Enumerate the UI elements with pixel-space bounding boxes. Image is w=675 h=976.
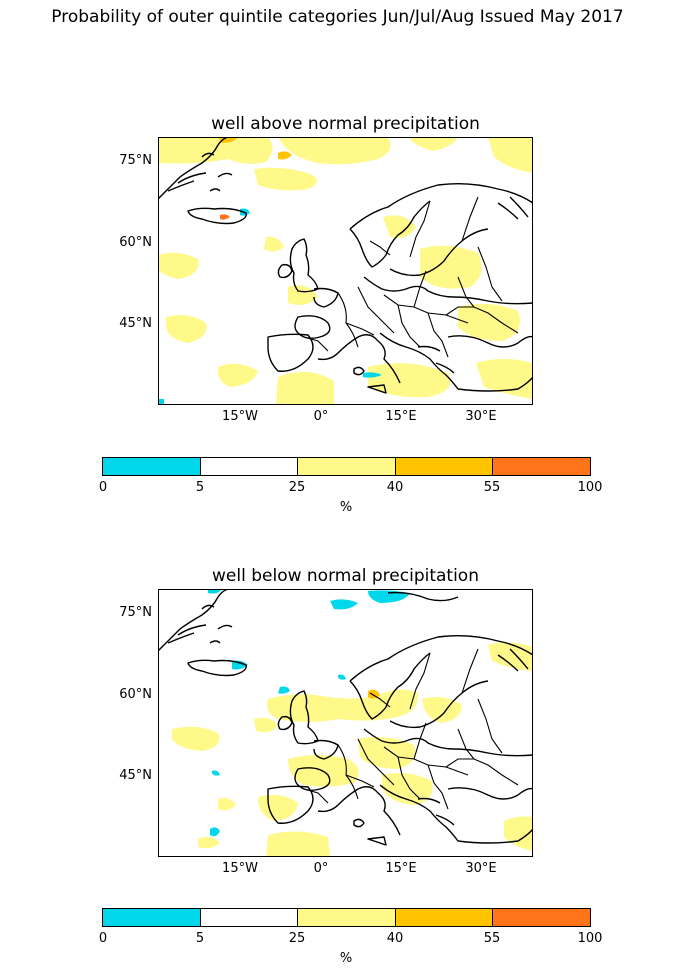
colorbar-tick-25: 25 [288,480,306,495]
lon-label-0-below: 0° [313,861,329,876]
colorbar-tick-5: 5 [195,480,205,495]
lat-label-75n: 75°N [119,153,152,168]
colorbar-bin-40-55 [394,458,493,475]
colorbar-bin-0-5 [103,909,200,926]
colorbar-tick-0: 0 [98,480,108,495]
colorbar-bin-25-40 [297,909,395,926]
map-above-canvas [158,137,533,405]
colorbar-unit: % [339,500,353,515]
coastlines-below [158,589,533,846]
colorbar-bin-55-100 [492,458,590,475]
lat-label-60n-below: 60°N [119,687,152,702]
lat-label-75n-below: 75°N [119,605,152,620]
lon-label-15e: 15°E [385,409,417,424]
colorbar-tick-25-below: 25 [288,931,306,946]
lon-label-15w-below: 15°W [222,861,258,876]
colorbar-bin-5-25 [199,458,298,475]
colorbar-tick-0-below: 0 [98,931,108,946]
colorbar-below [102,908,591,927]
lon-label-15e-below: 15°E [385,861,417,876]
probability-shading-below [172,589,533,857]
colorbar-tick-55-below: 55 [483,931,501,946]
probability-shading-above [158,137,533,405]
colorbar-bin-55-100 [492,909,590,926]
lat-label-45n-below: 45°N [119,768,152,783]
colorbar-above [102,457,591,476]
colorbar-bin-40-55 [394,909,493,926]
map-above [158,137,533,405]
colorbar-tick-100: 100 [577,480,603,495]
colorbar-tick-5-below: 5 [195,931,205,946]
colorbar-bin-25-40 [297,458,395,475]
map-title-above: well above normal precipitation [211,114,480,134]
map-title-below: well below normal precipitation [212,566,479,586]
lat-label-60n: 60°N [119,235,152,250]
lon-label-0: 0° [313,409,329,424]
colorbar-tick-40-below: 40 [386,931,404,946]
figure-title: Probability of outer quintile categories… [51,7,624,27]
borders-below [303,648,519,810]
borders-above [303,196,519,358]
colorbar-tick-100-below: 100 [577,931,603,946]
lat-label-45n: 45°N [119,316,152,331]
colorbar-bin-0-5 [103,458,200,475]
colorbar-tick-55: 55 [483,480,501,495]
lon-label-15w: 15°W [222,409,258,424]
map-below [158,589,533,857]
map-below-canvas [158,589,533,857]
colorbar-bin-5-25 [199,909,298,926]
colorbar-tick-40: 40 [386,480,404,495]
coastlines-above [158,137,533,394]
colorbar-unit-below: % [339,951,353,966]
lon-label-30e-below: 30°E [465,861,497,876]
lon-label-30e: 30°E [465,409,497,424]
